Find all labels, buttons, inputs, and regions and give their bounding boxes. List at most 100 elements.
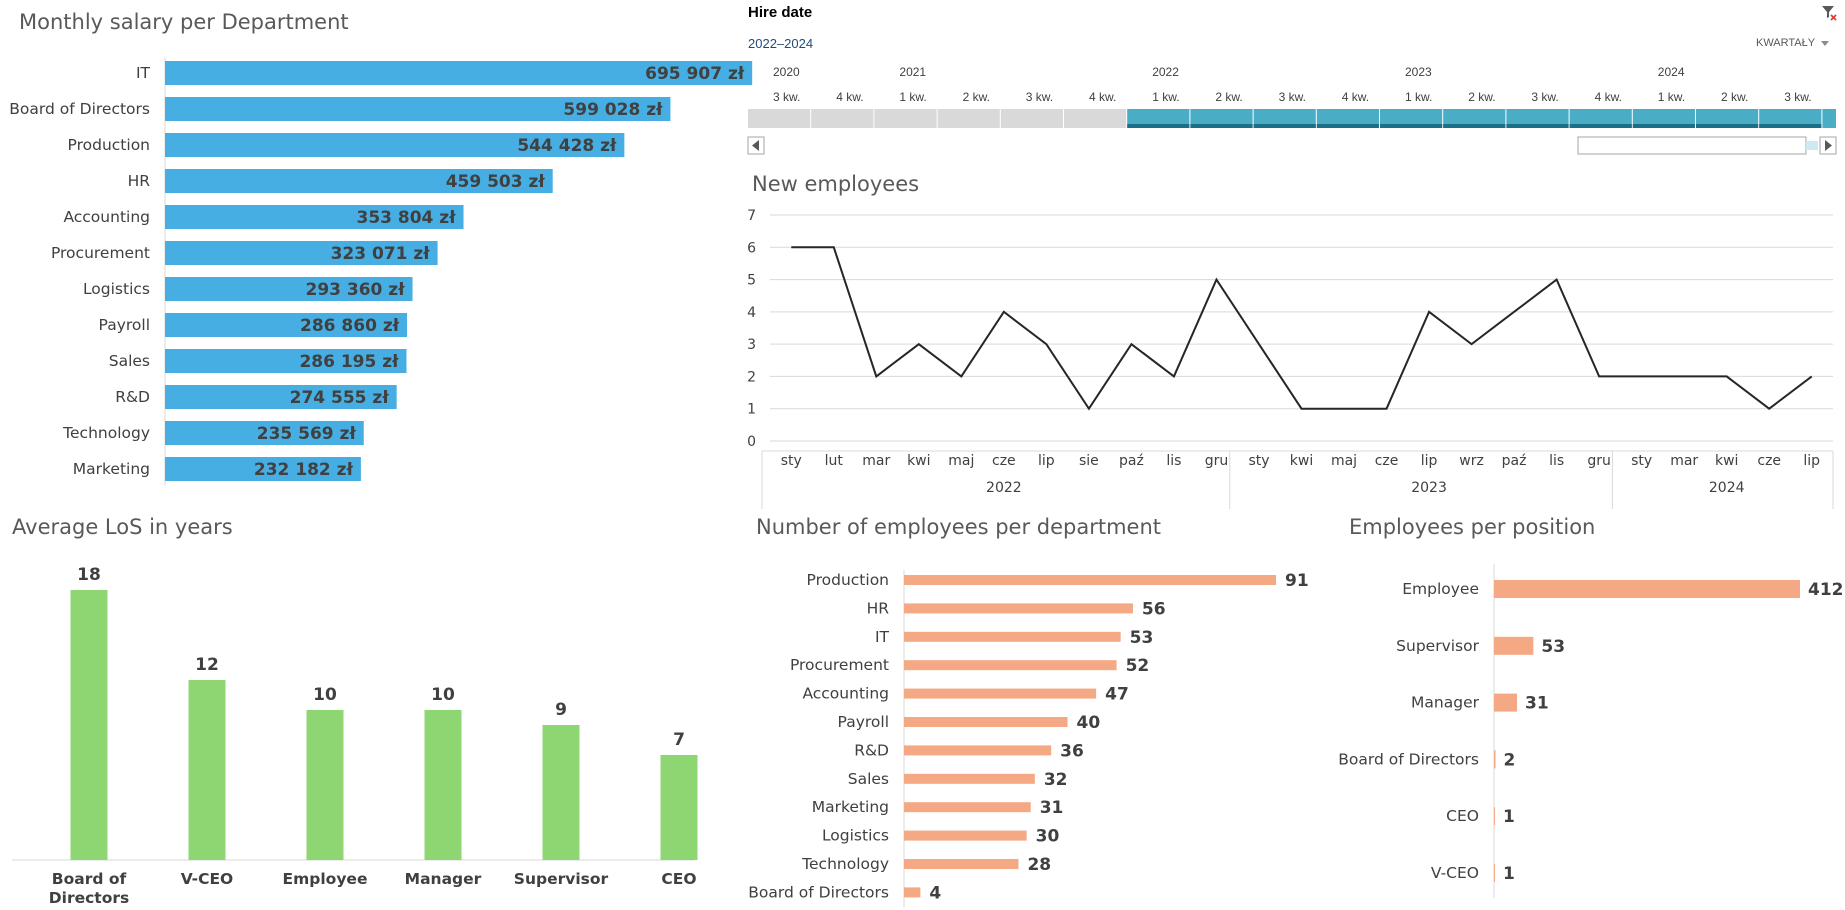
position-value-label: 31	[1525, 694, 1549, 714]
line-x-month-label: sty	[1631, 453, 1652, 469]
dept-category-label: Sales	[848, 770, 889, 788]
timeline-period-cell[interactable]	[1127, 109, 1190, 128]
timeline-period-cell[interactable]	[1380, 109, 1443, 128]
line-x-month-label: kwi	[907, 453, 930, 469]
los-bar-board-of-directors	[70, 590, 108, 860]
timeline-quarter-label: 4 kw.	[836, 90, 863, 104]
position-bar-supervisor	[1494, 636, 1534, 655]
dept-bar-marketing	[904, 802, 1031, 813]
timeline-period-cell[interactable]	[1569, 109, 1632, 128]
los-category-label: Supervisor	[514, 870, 609, 888]
salary-value-label: 293 360 zł	[306, 280, 406, 300]
timeline-scroll-thumb[interactable]	[1577, 136, 1807, 155]
los-value-label: 10	[431, 685, 455, 705]
dept-bar-randd	[904, 745, 1052, 756]
timeline-period-cell[interactable]	[1190, 109, 1253, 128]
dept-category-label: IT	[875, 628, 890, 646]
dept-category-label: HR	[867, 599, 890, 617]
dept-bar-board-of-directors	[904, 887, 921, 898]
dept-value-label: 47	[1105, 685, 1129, 705]
timeline-period-shade	[1696, 124, 1759, 128]
salary-value-label: 599 028 zł	[563, 100, 663, 120]
salary-value-label: 286 195 zł	[299, 352, 399, 372]
timeline-level-dropdown[interactable]: KWARTAŁY	[1756, 37, 1830, 49]
dept-bar-production	[904, 575, 1276, 585]
timeline-period-cell[interactable]	[1000, 109, 1063, 128]
timeline-period-cell[interactable]	[1443, 109, 1506, 128]
dept-bar-sales	[904, 773, 1035, 784]
new-employees-chart-panel: New employees 0 1 2 3 4 5 6 7 sty lut mar kwi maj cze…	[740, 160, 1845, 509]
position-bar-employee	[1494, 580, 1800, 598]
position-category-label: Employee	[1402, 580, 1479, 598]
line-x-month-label: maj	[948, 453, 974, 469]
line-x-month-label: lis	[1549, 453, 1564, 469]
salary-category-label: Marketing	[73, 460, 150, 478]
employees-per-position-chart: Employee 412 Supervisor 53 Manager 31 Board of…	[1338, 564, 1844, 898]
timeline-period-cell[interactable]	[1632, 109, 1695, 128]
timeline-period-cell[interactable]	[1696, 109, 1759, 128]
dept-category-label: Marketing	[812, 798, 889, 816]
employees-per-department-panel: Number of employees per department Produ…	[740, 505, 1330, 910]
timeline-quarter-label: 3 kw.	[1531, 90, 1558, 104]
los-value-label: 18	[77, 565, 101, 585]
position-category-label: V-CEO	[1431, 864, 1479, 882]
line-x-month-label: lip	[1803, 453, 1820, 469]
position-category-label: CEO	[1446, 807, 1479, 825]
position-category-label: Board of Directors	[1338, 750, 1479, 768]
salary-value-label: 459 503 zł	[446, 172, 546, 192]
los-chart-panel: Average LoS in years 18 Board of Directors…	[0, 505, 735, 910]
salary-category-label: HR	[128, 172, 151, 190]
timeline-quarter-label: 1 kw.	[1405, 90, 1432, 104]
line-y-tick-label: 2	[747, 369, 756, 385]
line-x-month-label: cze	[992, 453, 1016, 469]
timeline-period-cell[interactable]	[874, 109, 937, 128]
salary-category-label: Payroll	[99, 316, 150, 334]
line-y-tick-label: 7	[747, 208, 756, 224]
timeline-period-cell[interactable]	[1316, 109, 1379, 128]
line-x-month-label: kwi	[1715, 453, 1738, 469]
line-x-year-label: 2024	[1709, 480, 1745, 496]
position-category-label: Supervisor	[1396, 637, 1479, 655]
salary-bar-sales	[165, 349, 407, 373]
dept-category-label: Payroll	[838, 713, 889, 731]
los-category-label: CEO	[661, 870, 696, 888]
timeline-track[interactable]: 2020 2021 2022 2023 2024 3 kw. 4 kw. 1 kw. 2 kw.…	[0, 0, 1845, 160]
timeline-period-shade	[1759, 124, 1822, 128]
dept-value-label: 36	[1060, 741, 1084, 761]
los-bar-supervisor	[542, 725, 580, 860]
line-x-month-label: paź	[1119, 453, 1144, 469]
los-bar-manager	[424, 710, 462, 860]
dept-bar-procurement	[904, 660, 1117, 671]
timeline-period-cell[interactable]	[1759, 109, 1822, 128]
line-x-month-label: maj	[1331, 453, 1357, 469]
dept-bar-accounting	[904, 688, 1097, 699]
dept-category-label: Technology	[801, 855, 889, 873]
salary-bar-board-of-directors	[165, 97, 671, 121]
dept-value-label: 32	[1044, 770, 1068, 790]
employees-per-position-panel: Employees per position Employee 412 Superv…	[1330, 505, 1845, 910]
line-x-month-label: gru	[1587, 453, 1611, 469]
timeline-quarter-label: 1 kw.	[1152, 90, 1179, 104]
line-x-month-label: kwi	[1290, 453, 1313, 469]
timeline-period-cell[interactable]	[811, 109, 874, 128]
timeline-period-cell[interactable]	[748, 109, 811, 128]
los-value-label: 12	[195, 655, 219, 675]
timeline-period-cell[interactable]	[1253, 109, 1316, 128]
timeline-range-label: 2022–2024	[748, 36, 814, 51]
salary-bar-payroll	[165, 313, 408, 337]
line-x-month-label: lip	[1038, 453, 1055, 469]
timeline-period-cell[interactable]	[937, 109, 1000, 128]
employees-per-position-title: Employees per position	[1349, 515, 1596, 539]
timeline-quarter-label: 2 kw.	[963, 90, 990, 104]
los-category-label: Employee	[283, 870, 368, 888]
timeline-quarter-label: 3 kw.	[1026, 90, 1053, 104]
dept-category-label: Board of Directors	[748, 883, 889, 901]
clear-filter-icon[interactable]	[1820, 4, 1838, 22]
timeline-period-cell[interactable]	[1506, 109, 1569, 128]
timeline-year-label: 2020	[773, 65, 800, 79]
new-employees-series-line	[791, 246, 1813, 411]
timeline-period-shade	[1380, 124, 1443, 128]
timeline-period-cell[interactable]	[1064, 109, 1127, 128]
salary-value-label: 274 555 zł	[290, 388, 390, 408]
salary-bar-logistics	[165, 277, 413, 301]
